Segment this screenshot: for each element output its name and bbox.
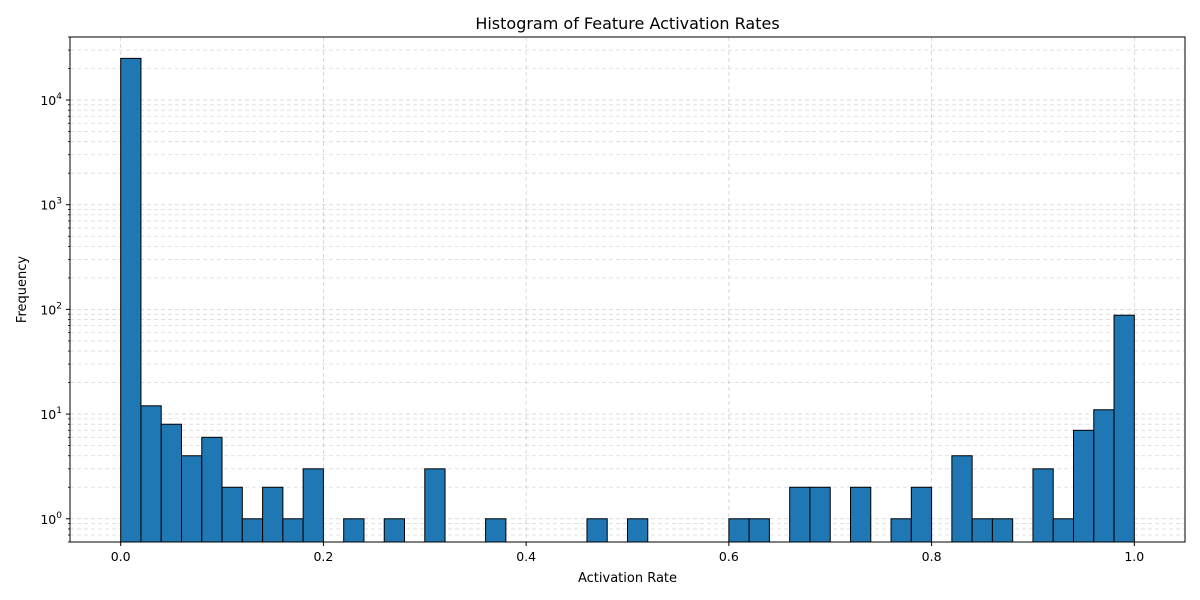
- histogram-bar: [140, 405, 162, 543]
- histogram-bar: [971, 518, 993, 543]
- histogram-bar: [748, 518, 770, 543]
- histogram-bar: [728, 518, 750, 543]
- axis-ticks: 0.0 0.2 0.4 0.6 0.8 1.0 100 101 102 103 104: [40, 36, 1144, 564]
- y-axis-label: Frequency: [15, 256, 30, 323]
- x-tick-label: 0.2: [313, 549, 333, 564]
- y-tick-label: 102: [40, 301, 62, 317]
- histogram-bar: [120, 57, 142, 543]
- chart-title: Histogram of Feature Activation Rates: [475, 14, 779, 33]
- x-tick-label: 0.6: [719, 549, 739, 564]
- histogram-bar: [181, 455, 203, 543]
- histogram-bar: [789, 486, 811, 543]
- histogram-bar: [991, 518, 1014, 543]
- histogram-bar: [160, 423, 183, 543]
- histogram-bar: [1032, 468, 1054, 543]
- histogram-bar: [485, 518, 507, 543]
- histogram-bar: [1073, 429, 1095, 543]
- histogram-bar: [424, 468, 446, 543]
- x-tick-label: 0.8: [922, 549, 942, 564]
- histogram-bar: [262, 486, 284, 543]
- histogram-bar: [850, 486, 872, 543]
- histogram-bar: [343, 518, 365, 543]
- histogram-bar: [1113, 314, 1135, 543]
- x-axis-label: Activation Rate: [578, 571, 677, 586]
- histogram-bar: [627, 518, 649, 543]
- histogram-bar: [951, 455, 973, 543]
- y-tick-label: 100: [40, 511, 62, 527]
- histogram-bars: [120, 57, 1135, 543]
- histogram-bar: [890, 518, 912, 543]
- x-tick-label: 0.4: [516, 549, 536, 564]
- histogram-bar: [1052, 518, 1075, 543]
- histogram-bar: [302, 468, 324, 543]
- histogram-bar: [282, 518, 304, 543]
- histogram-bar: [241, 518, 264, 543]
- x-tick-label: 0.0: [111, 549, 131, 564]
- y-tick-label: 104: [40, 92, 62, 108]
- histogram-bar: [586, 518, 608, 543]
- histogram-bar: [201, 436, 223, 543]
- histogram-bar: [910, 486, 933, 543]
- histogram-bar: [221, 486, 243, 543]
- histogram-bar: [1093, 409, 1115, 543]
- histogram-bar: [383, 518, 405, 543]
- histogram-bar: [809, 486, 831, 543]
- plot-frame: [69, 36, 1186, 543]
- x-tick-label: 1.0: [1124, 549, 1144, 564]
- y-tick-label: 103: [40, 197, 62, 213]
- y-tick-label: 101: [40, 406, 62, 422]
